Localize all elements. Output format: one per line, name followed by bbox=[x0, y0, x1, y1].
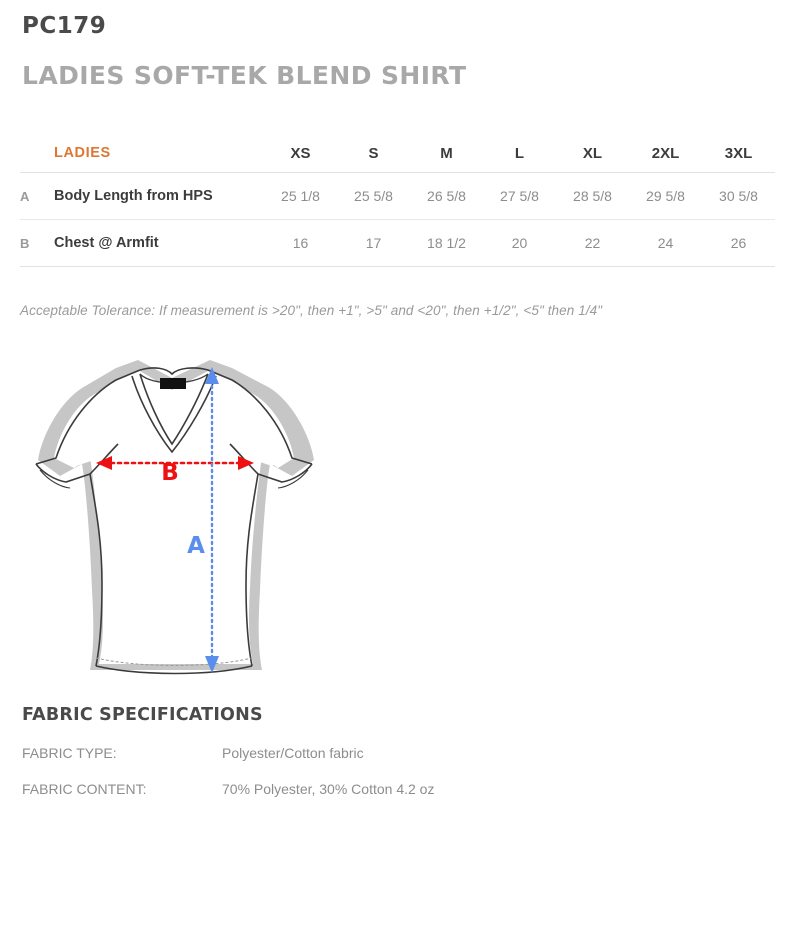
table-header: LADIES XS S M L XL 2XL 3XL bbox=[20, 134, 775, 174]
header-size-2xl: 2XL bbox=[629, 134, 702, 174]
row-measurement-a: Body Length from HPS bbox=[54, 172, 264, 221]
style-code: PC179 bbox=[22, 13, 107, 39]
fabric-type-value: Polyester/Cotton fabric bbox=[222, 745, 364, 762]
chest-measure-label: B bbox=[161, 460, 179, 486]
page-header: PC179 LADIES SOFT-TEK BLEND SHIRT bbox=[0, 0, 811, 90]
fabric-content-label: FABRIC CONTENT: bbox=[22, 781, 147, 798]
cell-a-l: 27 5/8 bbox=[483, 172, 556, 221]
length-measure-arrow bbox=[205, 367, 219, 674]
chest-measure-arrow bbox=[96, 456, 254, 471]
fabric-specifications-section: FABRIC SPECIFICATIONS FABRIC TYPE: Polye… bbox=[22, 705, 811, 797]
cell-a-m: 26 5/8 bbox=[410, 172, 483, 221]
header-size-m: M bbox=[410, 134, 483, 174]
fabric-type-label: FABRIC TYPE: bbox=[22, 745, 117, 762]
header-size-l: L bbox=[483, 134, 556, 174]
header-size-xl: XL bbox=[556, 134, 629, 174]
header-size-xs: XS bbox=[264, 134, 337, 174]
cell-b-2xl: 24 bbox=[629, 219, 702, 268]
row-marker-a: A bbox=[20, 172, 54, 221]
size-chart-table: LADIES XS S M L XL 2XL 3XL A Body Length… bbox=[20, 134, 775, 268]
length-measure-label: A bbox=[187, 533, 205, 559]
shirt-outline bbox=[35, 367, 313, 675]
cell-b-xl: 22 bbox=[556, 219, 629, 268]
header-size-3xl: 3XL bbox=[702, 134, 775, 174]
cell-b-xs: 16 bbox=[264, 219, 337, 268]
fabric-content-row: FABRIC CONTENT: 70% Polyester, 30% Cotto… bbox=[22, 781, 811, 797]
size-chart-table-container: LADIES XS S M L XL 2XL 3XL A Body Length… bbox=[20, 134, 791, 268]
header-size-s: S bbox=[337, 134, 410, 174]
neck-tag bbox=[160, 378, 186, 390]
header-category-label: LADIES bbox=[54, 134, 264, 174]
fabric-type-row: FABRIC TYPE: Polyester/Cotton fabric bbox=[22, 745, 811, 761]
row-marker-b: B bbox=[20, 219, 54, 268]
fabric-content-value: 70% Polyester, 30% Cotton 4.2 oz bbox=[222, 781, 435, 798]
table-body: A Body Length from HPS 25 1/8 25 5/8 26 … bbox=[20, 172, 775, 268]
fabric-specifications-heading: FABRIC SPECIFICATIONS bbox=[22, 705, 263, 726]
cell-b-m: 18 1/2 bbox=[410, 219, 483, 268]
tolerance-note: Acceptable Tolerance: If measurement is … bbox=[20, 303, 603, 319]
shirt-technical-drawing-icon: B A bbox=[35, 360, 314, 675]
cell-b-l: 20 bbox=[483, 219, 556, 268]
cell-a-xl: 28 5/8 bbox=[556, 172, 629, 221]
header-marker-col bbox=[20, 134, 54, 174]
cell-b-s: 17 bbox=[337, 219, 410, 268]
garment-illustration: B A bbox=[20, 340, 340, 685]
cell-a-xs: 25 1/8 bbox=[264, 172, 337, 221]
page-title: LADIES SOFT-TEK BLEND SHIRT bbox=[22, 61, 467, 91]
table-header-row: LADIES XS S M L XL 2XL 3XL bbox=[20, 134, 775, 174]
cell-a-3xl: 30 5/8 bbox=[702, 172, 775, 221]
table-row: B Chest @ Armfit 16 17 18 1/2 20 22 24 2… bbox=[20, 219, 775, 268]
table-row: A Body Length from HPS 25 1/8 25 5/8 26 … bbox=[20, 172, 775, 221]
cell-a-s: 25 5/8 bbox=[337, 172, 410, 221]
cell-b-3xl: 26 bbox=[702, 219, 775, 268]
row-measurement-b: Chest @ Armfit bbox=[54, 219, 264, 268]
cell-a-2xl: 29 5/8 bbox=[629, 172, 702, 221]
